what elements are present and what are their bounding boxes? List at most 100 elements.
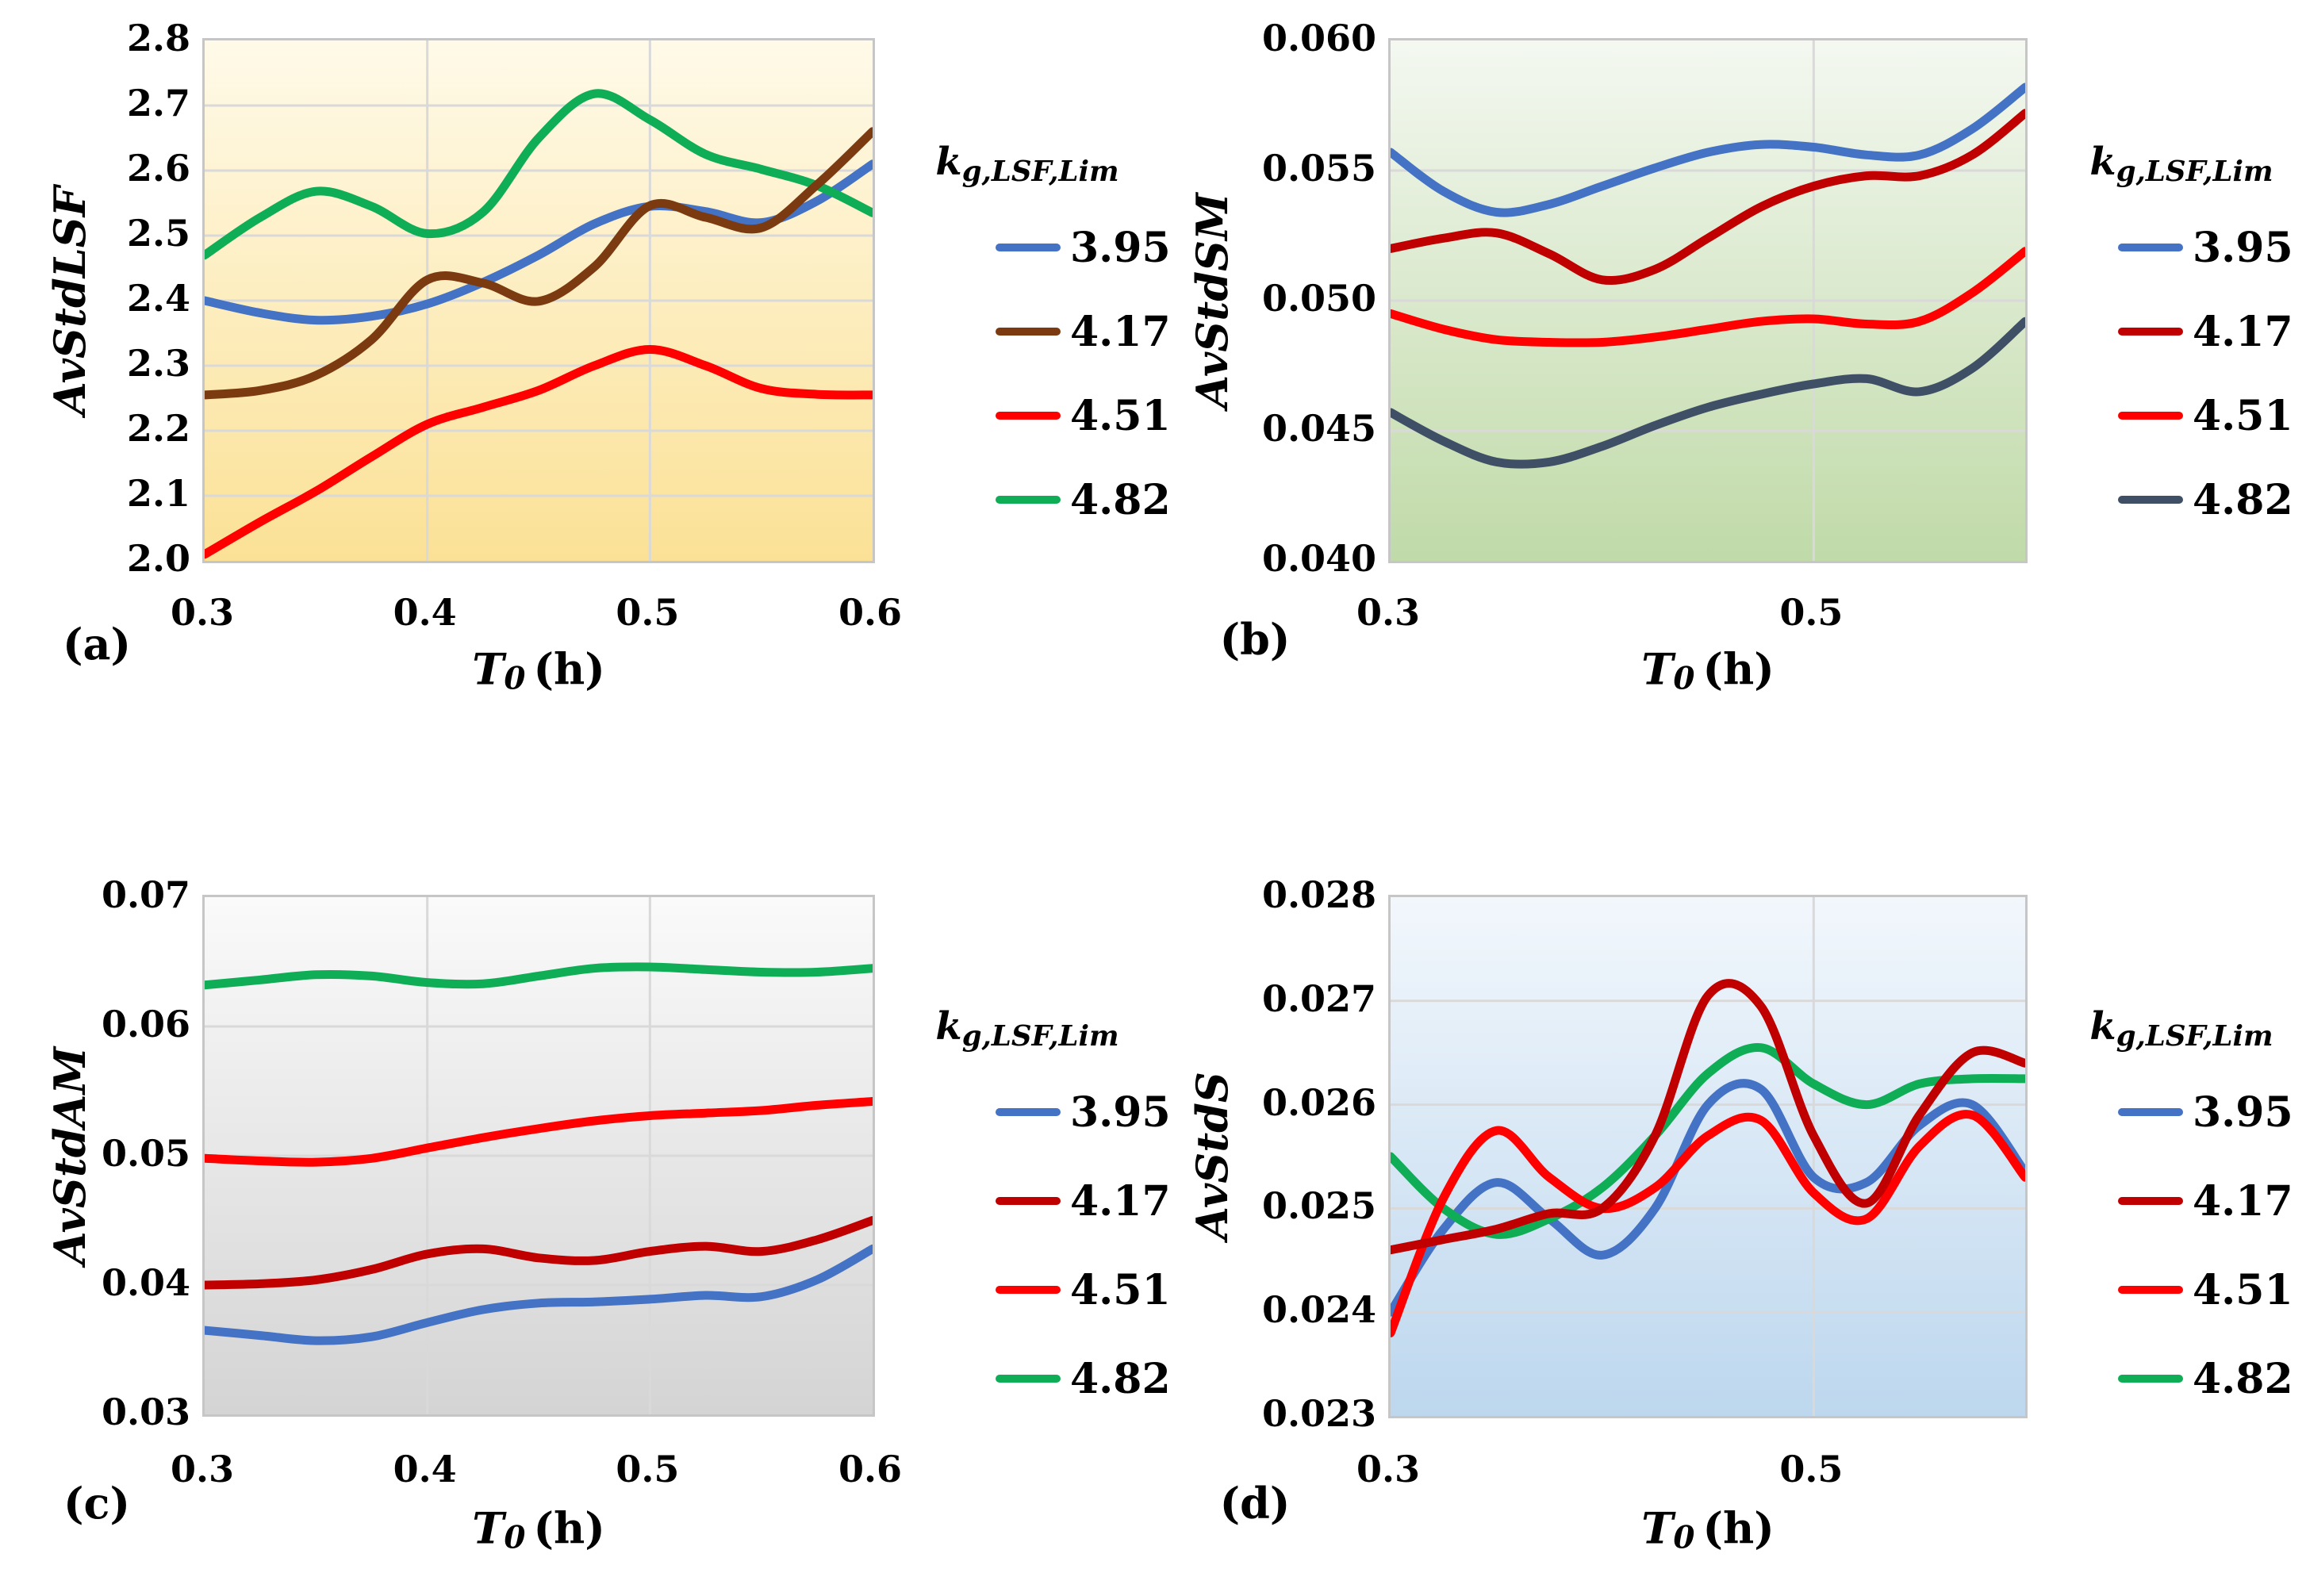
legend-b: kg,LSF,Lim 3.95 4.17 4.51 4.82	[2062, 140, 2300, 559]
chart-c-lines	[205, 897, 873, 1414]
legend-item: 4.17	[2062, 1176, 2300, 1226]
series-line-4.17	[205, 1216, 873, 1290]
y-tick-label: 0.025	[1261, 1184, 1376, 1228]
legend-label: 4.17	[1070, 307, 1171, 356]
legend-swatch-darkred	[2118, 1197, 2183, 1205]
x-tick-label: 0.4	[393, 1448, 457, 1490]
legend-label: 4.51	[2193, 391, 2293, 440]
chart-d-lines	[1391, 897, 2025, 1416]
x-tick-label: 0.6	[838, 1448, 903, 1490]
series-line-3.95	[205, 1244, 873, 1345]
legend-swatch-blue	[996, 1108, 1061, 1116]
legend-title-sub: g,LSF,Lim	[2116, 1020, 2273, 1053]
legend-label: 4.51	[2193, 1265, 2293, 1314]
legend-item: 3.95	[877, 223, 1178, 272]
legend-swatch-blue	[2118, 1108, 2183, 1116]
x-axis-sub: 0	[1673, 1519, 1695, 1556]
legend-label: 4.17	[2193, 1176, 2293, 1226]
x-axis-title-c: T0 (h)	[472, 1503, 605, 1556]
x-axis-var: T	[472, 1502, 505, 1554]
legend-label: 4.82	[2193, 475, 2293, 524]
legend-item: 4.82	[2062, 475, 2300, 524]
series-line-4.82	[205, 962, 873, 990]
series-line-4.51	[1391, 247, 2025, 347]
series-line-4.17	[1391, 109, 2025, 285]
legend-swatch-red	[996, 1286, 1061, 1294]
legend-label: 3.95	[1070, 1088, 1171, 1137]
legend-label: 4.82	[1070, 1354, 1171, 1403]
x-tick-label: 0.5	[616, 591, 680, 634]
series-line-4.82	[1391, 317, 2025, 469]
series-line-4.17	[205, 127, 873, 400]
legend-swatch-blue	[2118, 244, 2183, 251]
legend-item: 3.95	[877, 1088, 1178, 1137]
legend-title-sub: g,LSF,Lim	[961, 1020, 1119, 1053]
series-line-3.95	[1391, 1079, 2025, 1317]
y-tick-label: 0.03	[101, 1391, 190, 1433]
y-tick-label: 2.6	[126, 147, 190, 190]
legend-swatch-green	[996, 1375, 1061, 1383]
legend-swatch-green	[2118, 1375, 2183, 1383]
series-line-4.51	[205, 1097, 873, 1167]
legend-title-sub: g,LSF,Lim	[961, 155, 1119, 188]
y-tick-label: 0.028	[1261, 873, 1376, 916]
x-tick-label: 0.4	[393, 591, 457, 634]
legend-label: 4.17	[2193, 307, 2293, 356]
legend-swatch-red	[2118, 412, 2183, 420]
legend-label: 4.17	[1070, 1176, 1171, 1226]
legend-item: 4.51	[877, 1265, 1178, 1314]
legend-swatch-green	[996, 496, 1061, 504]
legend-label: 4.51	[1070, 391, 1171, 440]
y-tick-label: 0.045	[1261, 407, 1376, 450]
x-axis-sub: 0	[1673, 660, 1695, 697]
panel-tag-a: (a)	[62, 619, 132, 669]
legend-title-a: kg,LSF,Lim	[877, 140, 1178, 188]
legend-title-main: k	[2089, 140, 2116, 184]
legend-swatch-brown	[996, 328, 1061, 336]
legend-item: 4.51	[2062, 1265, 2300, 1314]
y-tick-label: 0.04	[101, 1261, 190, 1304]
x-axis-unit: (h)	[1702, 643, 1775, 695]
legend-title-main: k	[2089, 1004, 2116, 1049]
legend-item: 4.17	[877, 1176, 1178, 1226]
legend-a: kg,LSF,Lim 3.95 4.17 4.51 4.82	[877, 140, 1178, 559]
x-axis-sub: 0	[504, 660, 526, 697]
x-axis-title-d: T0 (h)	[1641, 1503, 1775, 1556]
legend-item: 4.17	[2062, 307, 2300, 356]
panel-tag-d: (d)	[1219, 1478, 1291, 1529]
legend-label: 4.82	[1070, 475, 1171, 524]
y-tick-label: 2.0	[126, 537, 190, 580]
y-tick-label: 2.4	[126, 277, 190, 320]
x-tick-label: 0.3	[170, 591, 235, 634]
y-tick-label: 0.06	[101, 1003, 190, 1045]
legend-item: 3.95	[2062, 223, 2300, 272]
x-tick-label: 0.3	[170, 1448, 235, 1490]
x-axis-var: T	[472, 643, 505, 695]
legend-label: 3.95	[2193, 1088, 2293, 1137]
chart-a-lines	[205, 40, 873, 561]
x-tick-label: 0.3	[1356, 1448, 1421, 1490]
plot-area-c	[202, 895, 875, 1417]
series-line-4.82	[1391, 1043, 2025, 1239]
plot-area-b	[1388, 38, 2028, 563]
y-tick-label: 0.055	[1261, 147, 1376, 190]
legend-title-b: kg,LSF,Lim	[2062, 140, 2300, 188]
legend-item: 4.82	[877, 1354, 1178, 1403]
x-axis-unit: (h)	[533, 643, 605, 695]
series-line-4.51	[205, 345, 873, 559]
chart-b-lines	[1391, 40, 2025, 561]
legend-label: 3.95	[1070, 223, 1171, 272]
y-tick-label: 2.8	[126, 17, 190, 59]
x-axis-var: T	[1641, 1502, 1674, 1554]
y-tick-label: 2.1	[126, 472, 190, 515]
panel-tag-b: (b)	[1219, 614, 1291, 665]
legend-item: 3.95	[2062, 1088, 2300, 1137]
x-tick-label: 0.3	[1356, 591, 1421, 634]
series-line-4.51	[1391, 1110, 2025, 1337]
legend-swatch-red	[996, 412, 1061, 420]
x-axis-unit: (h)	[533, 1502, 605, 1554]
x-axis-var: T	[1641, 643, 1674, 695]
x-tick-label: 0.5	[1779, 1448, 1844, 1490]
series-line-3.95	[1391, 82, 2025, 217]
